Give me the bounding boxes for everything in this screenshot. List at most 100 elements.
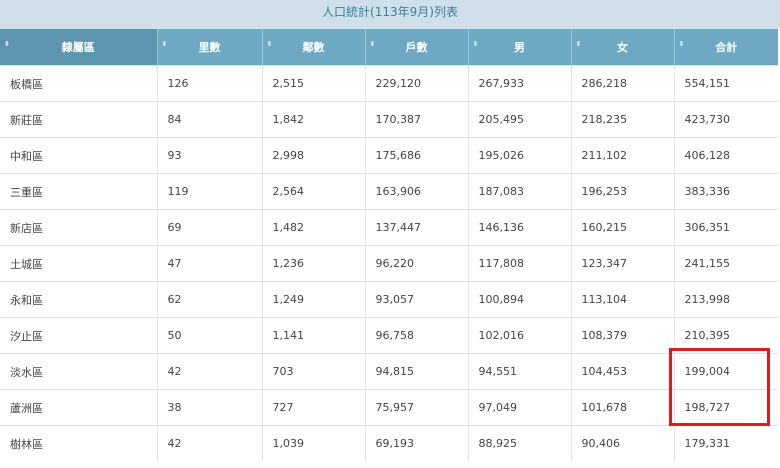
cell-households: 229,120	[365, 65, 469, 102]
cell-district: 蘆洲區	[0, 389, 158, 426]
sort-icon: ⬍	[575, 40, 582, 48]
cell-households: 137,447	[365, 209, 469, 246]
column-header-villages[interactable]: ⬍ 里數	[157, 29, 263, 66]
cell-female: 108,379	[571, 317, 675, 354]
cell-male: 187,083	[468, 173, 572, 210]
cell-district: 永和區	[0, 281, 158, 318]
cell-male: 146,136	[468, 209, 572, 246]
cell-total: 179,331	[674, 425, 778, 461]
cell-total: 210,395	[674, 317, 778, 354]
table-row: 淡水區 42 703 94,815 94,551 104,453 199,004	[0, 353, 778, 390]
population-table: ⬍ 隸屬區 ⬍ 里數 ⬍ 鄰數 ⬍ 戶數 ⬍ 男 ⬍ 女 ⬍ 合計 板橋區 126 2,515…	[0, 29, 778, 461]
cell-neighborhoods: 1,482	[262, 209, 366, 246]
cell-total: 406,128	[674, 137, 778, 174]
cell-neighborhoods: 1,141	[262, 317, 366, 354]
header-label: 隸屬區	[61, 41, 95, 54]
table-row: 永和區 62 1,249 93,057 100,894 113,104 213,…	[0, 281, 778, 318]
header-label: 鄰數	[302, 41, 325, 54]
cell-district: 淡水區	[0, 353, 158, 390]
cell-neighborhoods: 1,039	[262, 425, 366, 461]
cell-neighborhoods: 703	[262, 353, 366, 390]
cell-neighborhoods: 727	[262, 389, 366, 426]
table-row: 新莊區 84 1,842 170,387 205,495 218,235 423…	[0, 101, 778, 138]
cell-male: 102,016	[468, 317, 572, 354]
cell-district: 三重區	[0, 173, 158, 210]
cell-total: 423,730	[674, 101, 778, 138]
cell-male: 88,925	[468, 425, 572, 461]
table-row: 新店區 69 1,482 137,447 146,136 160,215 306…	[0, 209, 778, 246]
column-header-total[interactable]: ⬍ 合計	[674, 29, 778, 66]
cell-female: 286,218	[571, 65, 675, 102]
cell-neighborhoods: 1,842	[262, 101, 366, 138]
cell-male: 205,495	[468, 101, 572, 138]
cell-households: 96,758	[365, 317, 469, 354]
column-header-neighborhoods[interactable]: ⬍ 鄰數	[262, 29, 366, 66]
cell-male: 195,026	[468, 137, 572, 174]
cell-households: 75,957	[365, 389, 469, 426]
cell-total: 241,155	[674, 245, 778, 282]
cell-female: 104,453	[571, 353, 675, 390]
cell-total: 383,336	[674, 173, 778, 210]
table-caption: 人口統計(113年9月)列表	[0, 0, 780, 29]
cell-district: 新莊區	[0, 101, 158, 138]
cell-total: 199,004	[674, 353, 778, 390]
cell-villages: 69	[157, 209, 263, 246]
cell-neighborhoods: 1,249	[262, 281, 366, 318]
cell-villages: 119	[157, 173, 263, 210]
column-header-households[interactable]: ⬍ 戶數	[365, 29, 469, 66]
cell-district: 板橋區	[0, 65, 158, 102]
cell-female: 218,235	[571, 101, 675, 138]
sort-icon: ⬍	[678, 40, 685, 48]
header-label: 合計	[715, 41, 738, 54]
column-header-female[interactable]: ⬍ 女	[571, 29, 675, 66]
cell-neighborhoods: 2,515	[262, 65, 366, 102]
table-row: 汐止區 50 1,141 96,758 102,016 108,379 210,…	[0, 317, 778, 354]
cell-households: 163,906	[365, 173, 469, 210]
table-row: 三重區 119 2,564 163,906 187,083 196,253 38…	[0, 173, 778, 210]
header-label: 戶數	[405, 41, 428, 54]
cell-district: 土城區	[0, 245, 158, 282]
cell-district: 新店區	[0, 209, 158, 246]
cell-total: 213,998	[674, 281, 778, 318]
sort-icon: ⬍	[369, 40, 376, 48]
table-row: 板橋區 126 2,515 229,120 267,933 286,218 55…	[0, 65, 778, 102]
table-row: 中和區 93 2,998 175,686 195,026 211,102 406…	[0, 137, 778, 174]
cell-villages: 42	[157, 353, 263, 390]
cell-households: 93,057	[365, 281, 469, 318]
header-label: 里數	[198, 41, 221, 54]
cell-district: 汐止區	[0, 317, 158, 354]
cell-female: 113,104	[571, 281, 675, 318]
cell-villages: 50	[157, 317, 263, 354]
cell-neighborhoods: 2,564	[262, 173, 366, 210]
cell-female: 160,215	[571, 209, 675, 246]
header-label: 男	[514, 41, 525, 54]
cell-households: 170,387	[365, 101, 469, 138]
sort-icon: ⬍	[4, 40, 10, 48]
table-row: 樹林區 42 1,039 69,193 88,925 90,406 179,33…	[0, 425, 778, 461]
column-header-male[interactable]: ⬍ 男	[468, 29, 572, 66]
cell-female: 90,406	[571, 425, 675, 461]
header-row: ⬍ 隸屬區 ⬍ 里數 ⬍ 鄰數 ⬍ 戶數 ⬍ 男 ⬍ 女 ⬍ 合計	[0, 29, 778, 66]
cell-male: 117,808	[468, 245, 572, 282]
cell-total: 554,151	[674, 65, 778, 102]
header-label: 女	[617, 41, 628, 54]
cell-female: 196,253	[571, 173, 675, 210]
table-row: 土城區 47 1,236 96,220 117,808 123,347 241,…	[0, 245, 778, 282]
cell-district: 樹林區	[0, 425, 158, 461]
cell-villages: 38	[157, 389, 263, 426]
cell-villages: 62	[157, 281, 263, 318]
cell-households: 94,815	[365, 353, 469, 390]
cell-households: 175,686	[365, 137, 469, 174]
cell-female: 101,678	[571, 389, 675, 426]
cell-male: 94,551	[468, 353, 572, 390]
cell-neighborhoods: 2,998	[262, 137, 366, 174]
cell-total: 198,727	[674, 389, 778, 426]
cell-male: 267,933	[468, 65, 572, 102]
sort-icon: ⬍	[266, 40, 273, 48]
cell-villages: 93	[157, 137, 263, 174]
cell-total: 306,351	[674, 209, 778, 246]
cell-villages: 42	[157, 425, 263, 461]
cell-female: 211,102	[571, 137, 675, 174]
column-header-district[interactable]: ⬍ 隸屬區	[0, 29, 158, 66]
cell-district: 中和區	[0, 137, 158, 174]
